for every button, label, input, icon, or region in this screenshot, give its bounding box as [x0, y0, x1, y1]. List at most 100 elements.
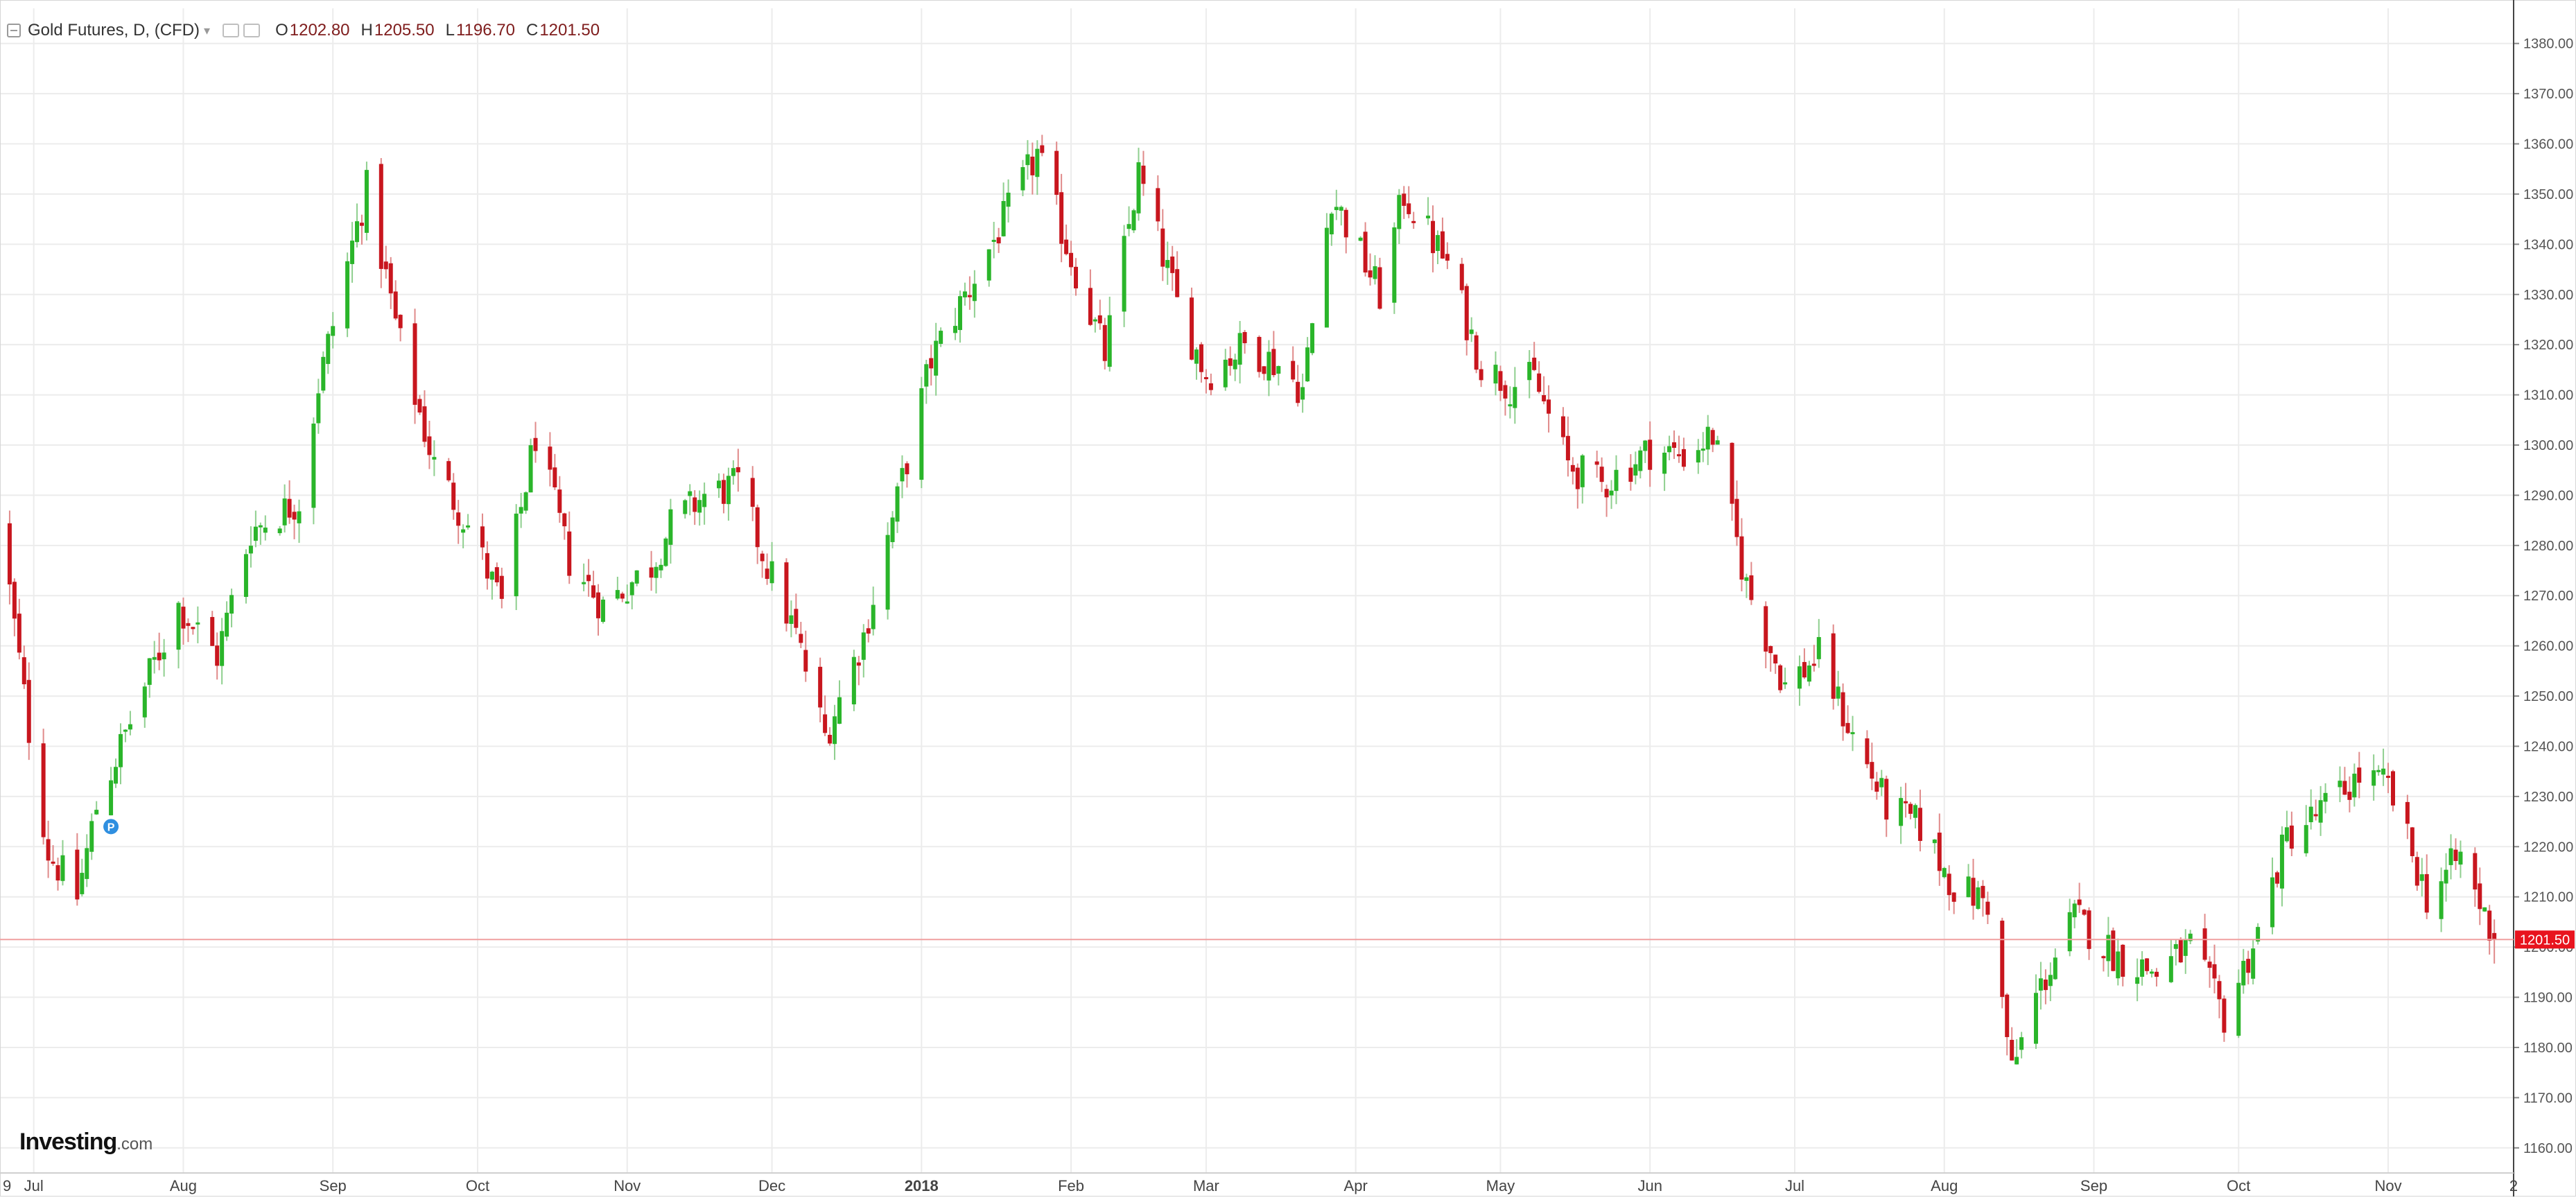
candle-up[interactable]: [364, 170, 369, 233]
candle-up[interactable]: [2439, 881, 2444, 919]
candle-up[interactable]: [114, 767, 119, 784]
candle-up[interactable]: [2256, 927, 2261, 942]
candle-up[interactable]: [162, 652, 166, 660]
candle-up[interactable]: [1276, 366, 1281, 374]
candle-up[interactable]: [1816, 636, 1821, 659]
candle-down[interactable]: [2043, 980, 2048, 991]
candle-up[interactable]: [331, 326, 336, 336]
candle-up[interactable]: [934, 340, 939, 376]
candle-down[interactable]: [1363, 232, 1368, 273]
candle-up[interactable]: [1807, 665, 1811, 682]
candle-up[interactable]: [1339, 207, 1343, 211]
candle-up[interactable]: [1267, 351, 1271, 381]
candle-down[interactable]: [1411, 220, 1416, 223]
candle-down[interactable]: [1710, 430, 1715, 445]
candle-down[interactable]: [1874, 781, 1879, 792]
candle-up[interactable]: [2304, 825, 2308, 853]
candle-down[interactable]: [1074, 266, 1079, 289]
candle-down[interactable]: [1730, 442, 1734, 504]
candle-up[interactable]: [2014, 1056, 2019, 1065]
candle-up[interactable]: [625, 601, 629, 604]
candle-up[interactable]: [1508, 404, 1513, 407]
candle-down[interactable]: [2207, 962, 2212, 968]
candle-up[interactable]: [871, 605, 876, 629]
candle-down[interactable]: [794, 609, 799, 628]
candle-down[interactable]: [533, 437, 538, 451]
candle-down[interactable]: [2202, 928, 2207, 960]
candle-up[interactable]: [128, 724, 132, 730]
candle-up[interactable]: [2072, 903, 2077, 918]
candle-down[interactable]: [1030, 156, 1035, 175]
candle-up[interactable]: [1426, 216, 1431, 219]
candle-down[interactable]: [2473, 853, 2478, 890]
candle-up[interactable]: [2053, 957, 2057, 980]
candle-up[interactable]: [1093, 319, 1097, 322]
candle-down[interactable]: [1271, 349, 1276, 376]
candle-down[interactable]: [41, 743, 46, 837]
candle-up[interactable]: [1334, 207, 1339, 211]
candle-down[interactable]: [1749, 575, 1754, 600]
candle-down[interactable]: [784, 562, 789, 624]
candle-up[interactable]: [1107, 315, 1112, 367]
candle-down[interactable]: [856, 662, 861, 666]
candle-up[interactable]: [432, 457, 437, 460]
candle-down[interactable]: [1648, 440, 1653, 470]
candle-down[interactable]: [1773, 654, 1778, 664]
candle-down[interactable]: [1064, 239, 1069, 254]
candle-up[interactable]: [345, 261, 350, 329]
candle-up[interactable]: [919, 388, 924, 480]
candle-down[interactable]: [55, 865, 60, 881]
candle-up[interactable]: [514, 513, 519, 597]
candle-up[interactable]: [1700, 449, 1705, 451]
candle-up[interactable]: [2338, 781, 2342, 788]
candle-down[interactable]: [2405, 801, 2410, 824]
candle-up[interactable]: [972, 284, 977, 302]
candle-up[interactable]: [2106, 934, 2111, 962]
candle-up[interactable]: [229, 595, 234, 614]
candle-up[interactable]: [654, 566, 659, 578]
candle-up[interactable]: [523, 492, 528, 511]
candle-up[interactable]: [123, 729, 128, 732]
candle-up[interactable]: [861, 632, 866, 660]
candle-up[interactable]: [1879, 778, 1884, 788]
candle-up[interactable]: [1122, 236, 1126, 312]
candle-down[interactable]: [1870, 762, 1874, 779]
candle-down[interactable]: [2121, 944, 2125, 977]
candle-down[interactable]: [2492, 932, 2497, 940]
candle-down[interactable]: [451, 482, 456, 510]
candle-up[interactable]: [629, 582, 634, 595]
candle-up[interactable]: [885, 534, 890, 610]
candle-up[interactable]: [2188, 933, 2193, 941]
candle-down[interactable]: [1845, 722, 1850, 733]
candle-up[interactable]: [2381, 768, 2386, 775]
candle-down[interactable]: [2274, 872, 2279, 884]
candle-down[interactable]: [210, 617, 215, 646]
candle-down[interactable]: [557, 489, 562, 513]
candle-down[interactable]: [1474, 335, 1479, 370]
candle-up[interactable]: [519, 507, 523, 514]
candle-down[interactable]: [586, 575, 591, 582]
candle-down[interactable]: [1141, 165, 1146, 184]
candle-up[interactable]: [2279, 834, 2284, 889]
candle-up[interactable]: [1836, 686, 1840, 699]
candle-down[interactable]: [2410, 827, 2414, 857]
candle-up[interactable]: [1237, 333, 1242, 365]
candle-up[interactable]: [1797, 666, 1802, 689]
candle-up[interactable]: [1899, 798, 1904, 826]
candle-up[interactable]: [1744, 577, 1749, 581]
candle-down[interactable]: [1985, 901, 1990, 915]
candle-up[interactable]: [1783, 682, 1788, 685]
candle-down[interactable]: [799, 634, 803, 643]
candle-up[interactable]: [1392, 227, 1397, 303]
candle-down[interactable]: [1368, 270, 1373, 278]
candle-up[interactable]: [615, 590, 620, 599]
candle-up[interactable]: [2168, 956, 2173, 982]
candle-down[interactable]: [567, 531, 572, 576]
candle-up[interactable]: [297, 511, 302, 523]
candle-up[interactable]: [2067, 912, 2072, 952]
candle-up[interactable]: [1397, 195, 1402, 229]
candle-up[interactable]: [697, 500, 702, 513]
candle-down[interactable]: [393, 291, 398, 319]
